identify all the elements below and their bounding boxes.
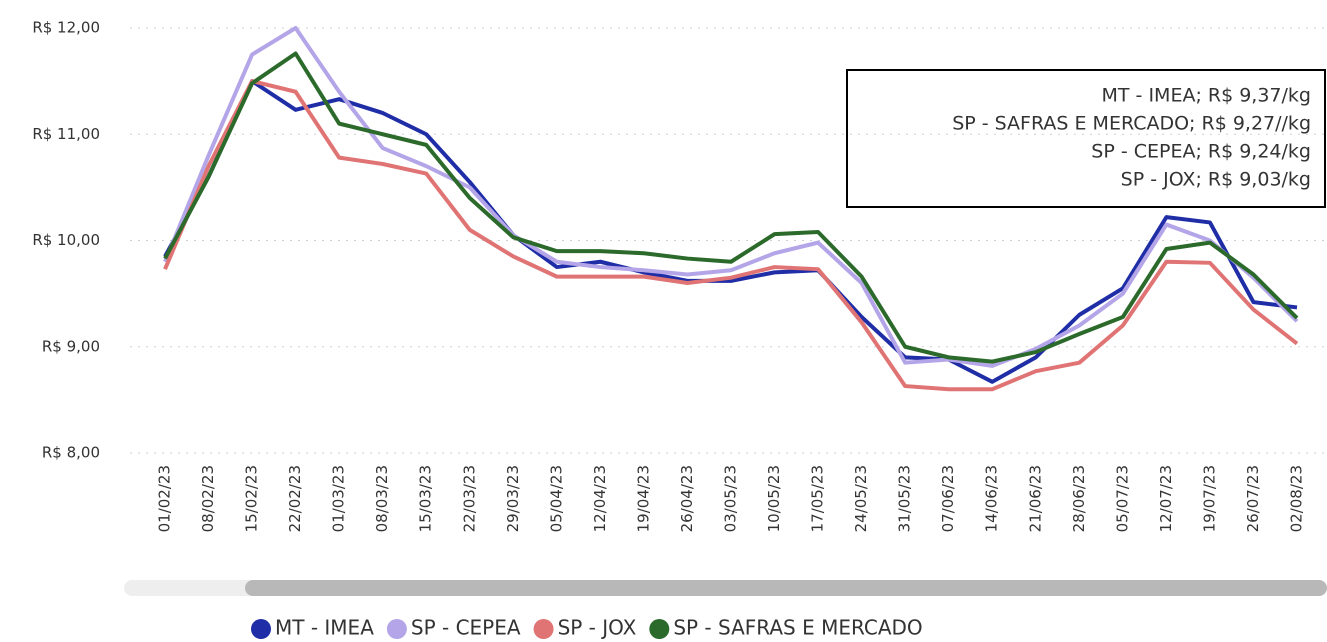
annotation-box [846, 69, 1326, 208]
x-tick-label: 15/02/23 [243, 465, 261, 532]
x-tick-label: 12/04/23 [591, 465, 609, 532]
x-tick-label: 22/02/23 [286, 465, 304, 532]
x-tick-label: 29/03/23 [504, 465, 522, 532]
series-line [163, 51, 1299, 364]
x-tick-label: 26/07/23 [1244, 465, 1262, 532]
legend-marker [386, 619, 407, 639]
x-tick-label: 01/02/23 [156, 465, 174, 532]
x-tick-label: 02/08/23 [1288, 465, 1306, 532]
x-tick-label: 14/06/23 [983, 465, 1001, 532]
x-tick-label: 24/05/23 [852, 465, 870, 532]
legend-marker [649, 619, 670, 639]
annotation: SP - CEPEA; R$ 9,24/kg [1091, 141, 1311, 163]
x-tick-label: 26/04/23 [678, 465, 696, 532]
x-tick-label: 31/05/23 [896, 465, 914, 532]
series-line [163, 26, 1299, 368]
series-line [163, 79, 1299, 392]
x-tick-label: 19/07/23 [1200, 465, 1218, 532]
x-tick-label: 01/03/23 [330, 465, 348, 532]
annotation: MT - IMEA; R$ 9,37/kg [1102, 85, 1311, 107]
x-tick-label: 22/03/23 [460, 465, 478, 532]
scrollbar-thumb[interactable] [245, 580, 1327, 596]
x-tick-label: 08/02/23 [199, 465, 217, 532]
y-tick-label: R$ 12,00 [32, 19, 100, 37]
x-tick-label: 03/05/23 [722, 465, 740, 532]
x-tick-label: 21/06/23 [1026, 465, 1044, 532]
legend-marker [251, 619, 271, 639]
x-tick-label: 07/06/23 [939, 465, 957, 532]
y-tick-label: R$ 11,00 [32, 125, 100, 143]
y-tick-label: R$ 9,00 [42, 337, 100, 355]
x-tick-label: 08/03/23 [373, 465, 391, 532]
legend-label: SP - SAFRAS E MERCADO [673, 616, 922, 640]
series-line [163, 79, 1298, 384]
x-tick-label: 17/05/23 [809, 465, 827, 532]
x-tick-label: 05/04/23 [547, 465, 565, 532]
x-tick-label: 15/03/23 [417, 465, 435, 532]
x-tick-label: 05/07/23 [1113, 465, 1131, 532]
x-tick-label: 19/04/23 [634, 465, 652, 532]
legend-marker [533, 619, 554, 639]
x-tick-label: 28/06/23 [1070, 465, 1088, 532]
annotation: SP - JOX; R$ 9,03/kg [1121, 169, 1311, 191]
x-tick-label: 10/05/23 [765, 465, 783, 532]
legend-label: SP - CEPEA [411, 616, 521, 640]
y-tick-label: R$ 8,00 [42, 444, 100, 462]
y-tick-label: R$ 10,00 [32, 231, 100, 249]
annotation: SP - SAFRAS E MERCADO; R$ 9,27//kg [952, 113, 1311, 135]
legend-label: SP - JOX [558, 616, 637, 640]
legend-label: MT - IMEA [275, 616, 374, 640]
x-tick-label: 12/07/23 [1157, 465, 1175, 532]
